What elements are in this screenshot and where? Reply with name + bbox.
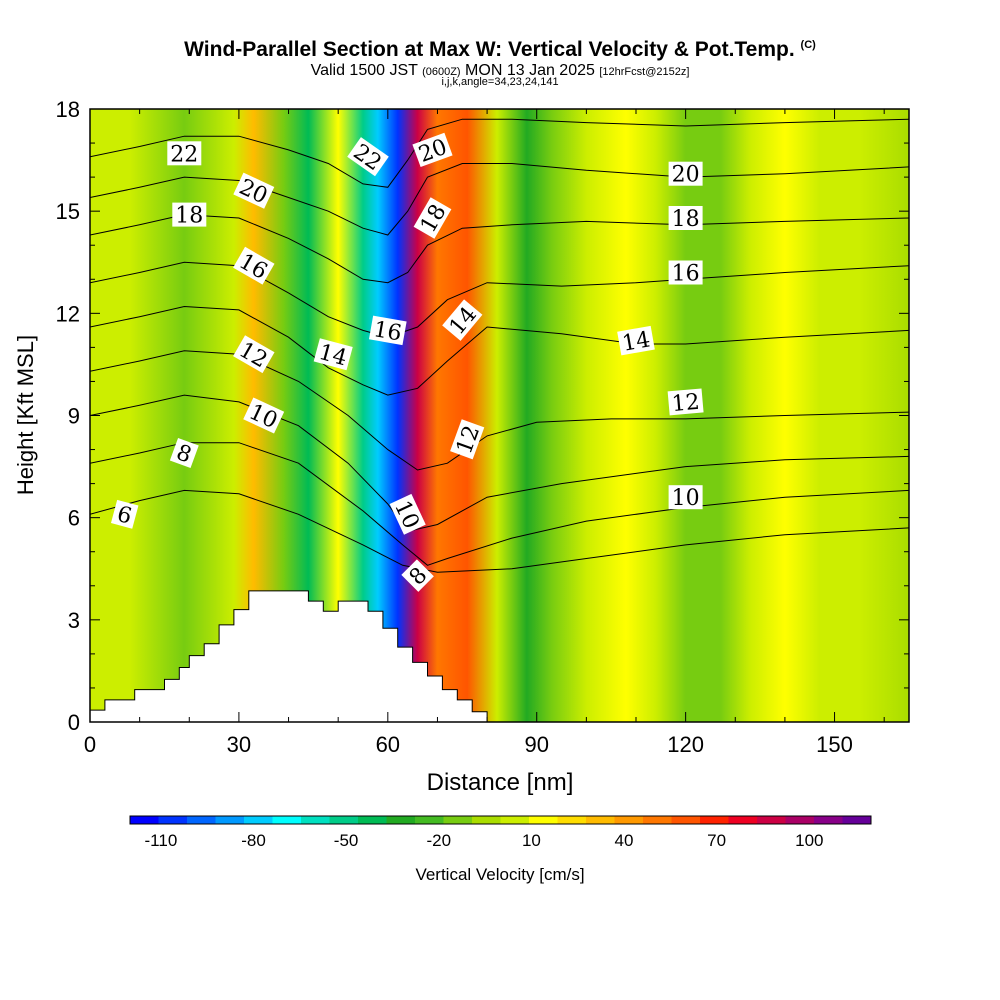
isentrope-8 [90,442,909,566]
colorbar-swatch [329,816,359,824]
forecast-info: [12hrFcst@2152z] [599,66,690,78]
contour-label-text: 10 [672,486,700,511]
colorbar-swatch [557,816,587,824]
x-tick-label: 30 [227,732,251,757]
x-axis-ticks: 0 30 60 90 120 150 [84,109,885,757]
valid-time: Valid 1500 JST [310,62,418,79]
colorbar-tick-label: -50 [334,831,359,850]
y-tick-label: 15 [56,199,80,224]
y-axis-label: Height [Kft MSL] [13,335,38,495]
colorbar-label: Vertical Velocity [cm/s] [415,865,584,884]
contour-label: 22 [167,141,202,167]
colorbar: -110 -80 -50 -20 10 40 70 100 [129,815,872,850]
chart-subtitle: Valid 1500 JST (0600Z) MON 13 Jan 2025 [… [0,62,1000,80]
contour-label: 18 [172,202,207,229]
colorbar-swatch [358,816,387,824]
contour-label: 16 [668,260,703,287]
contour-label: 12 [667,388,704,417]
contour-label-text: 16 [372,317,404,346]
isentrope-22 [90,118,909,188]
copyright-mark: (C) [800,39,816,51]
colorbar-swatch [643,816,672,824]
contour-label: 18 [668,206,703,232]
colorbar-swatch [244,816,273,824]
contour-label-text: 12 [671,390,701,417]
colorbar-tick-label: 70 [707,831,726,850]
colorbar-swatch [586,816,615,824]
colorbar-swatch [215,816,245,824]
x-tick-label: 120 [667,732,704,757]
colorbar-swatch [415,816,444,824]
colorbar-swatch [842,816,872,824]
colorbar-swatch [272,816,302,824]
isentrope-12 [90,350,909,471]
section-params: i,j,k,angle=34,23,24,141 [441,76,559,88]
contour-label: 16 [368,315,407,347]
isentrope-14 [90,305,909,396]
colorbar-frame [129,815,872,825]
x-axis-label: Distance [nm] [427,769,574,796]
colorbar-swatch [757,816,786,824]
colorbar-swatch [700,816,729,824]
isentrope-18 [90,214,909,284]
contour-label-text: 14 [620,327,652,356]
y-tick-label: 12 [56,301,80,326]
colorbar-tick-label: -110 [145,831,178,850]
y-axis-ticks: 0 3 6 9 12 15 18 [56,97,909,735]
colorbar-swatch [728,816,758,824]
colorbar-swatch [158,816,188,824]
x-tick-label: 150 [816,732,853,757]
chart-title: Wind-Parallel Section at Max W: Vertical… [0,38,1000,62]
contour-label-text: 6 [114,502,134,530]
colorbar-tick-label: 40 [615,831,634,850]
contour-label-text: 16 [672,262,700,287]
colorbar-swatch [785,816,815,824]
colorbar-swatch [500,816,530,824]
terrain-mask [90,590,488,722]
colorbar-swatch [472,816,501,824]
colorbar-tick-label: 10 [522,831,541,850]
colorbar-swatch [130,816,159,824]
colorbar-swatch [814,816,843,824]
colorbar-swatch [301,816,330,824]
colorbar-tick-label: -20 [427,831,452,850]
contour-label-text: 20 [672,163,700,188]
contour-label-text: 18 [175,204,203,229]
colorbar-tick-label: 100 [795,831,823,850]
colorbar-swatch [187,816,216,824]
contour-label: 6 [110,499,139,530]
contour-label: 18 [413,197,452,239]
colorbar-swatch [529,816,558,824]
x-tick-label: 0 [84,732,96,757]
valid-utc: (0600Z) [422,66,461,78]
contour-label: 10 [668,485,703,511]
contour-label: 14 [617,325,655,357]
x-tick-label: 90 [524,732,548,757]
y-tick-label: 0 [68,710,80,735]
y-tick-label: 9 [68,404,80,429]
colorbar-swatch [443,816,473,824]
isentrope-6 [90,489,909,573]
colorbar-swatch [671,816,701,824]
y-tick-label: 3 [68,608,80,633]
y-tick-label: 6 [68,506,80,531]
x-tick-label: 60 [376,732,400,757]
colorbar-tick-label: -80 [241,831,266,850]
chart-title-text: Wind-Parallel Section at Max W: Vertical… [184,38,795,61]
contour-label: 8 [169,437,199,469]
contour-label-text: 18 [672,207,700,232]
isentrope-20 [90,163,909,236]
contour-label: 20 [668,161,703,188]
y-tick-label: 18 [56,97,80,122]
valid-date: MON 13 Jan 2025 [465,62,595,79]
colorbar-swatch [614,816,644,824]
colorbar-swatch [386,816,416,824]
contour-label-text: 22 [170,142,198,167]
